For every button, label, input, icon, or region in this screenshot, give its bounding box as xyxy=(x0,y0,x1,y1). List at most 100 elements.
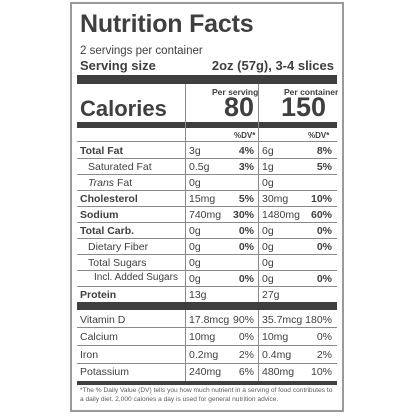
thick-divider-bottom xyxy=(77,302,337,310)
serving-percent: 6% xyxy=(238,366,254,378)
serving-percent: 0% xyxy=(238,225,254,237)
row-rule xyxy=(77,206,337,207)
serving-percent: 2% xyxy=(238,349,254,361)
container-percent: 0% xyxy=(316,331,332,343)
container-amount: 1480mg xyxy=(262,209,300,221)
row-label: Total Sugars xyxy=(88,257,147,269)
row-label: Calcium xyxy=(80,331,118,343)
container-amount: 30mg xyxy=(262,193,289,205)
label-title: Nutrition Facts xyxy=(80,10,254,38)
serving-percent: 90% xyxy=(232,314,254,326)
container-amount: 0g xyxy=(262,177,274,189)
row-label: Sodium xyxy=(80,209,119,221)
dv-header-container: %DV* xyxy=(308,131,330,140)
container-percent: 10% xyxy=(310,193,332,205)
container-percent: 60% xyxy=(310,209,332,221)
calories-label: Calories xyxy=(80,96,167,121)
serving-amount: 15mg xyxy=(189,193,216,205)
container-amount: 10mg xyxy=(262,331,289,343)
row-label: Potassium xyxy=(80,366,130,378)
per-serving-label: Per serving xyxy=(212,87,259,97)
container-amount: 1g xyxy=(262,161,274,173)
serving-amount: 0g xyxy=(189,177,201,189)
serving-amount: 17.8mcg xyxy=(189,314,230,326)
row-rule xyxy=(77,254,337,255)
container-amount: 27g xyxy=(262,289,280,301)
row-rule xyxy=(77,238,337,239)
container-percent: 0% xyxy=(316,241,332,253)
container-percent: 180% xyxy=(305,314,332,326)
serving-percent: 3% xyxy=(238,161,254,173)
footnote-divider xyxy=(77,381,337,385)
column-divider-3 xyxy=(185,310,186,382)
thick-divider-top xyxy=(77,75,337,84)
container-percent: 8% xyxy=(316,145,332,157)
row-label: Total Fat xyxy=(80,145,123,157)
container-amount: 35.7mcg xyxy=(262,314,303,326)
serving-percent: 0% xyxy=(238,273,254,285)
container-amount: 0g xyxy=(262,225,274,237)
container-amount: 0g xyxy=(262,241,274,253)
container-percent: 0% xyxy=(316,225,332,237)
serving-amount: 740mg xyxy=(189,209,222,221)
medium-divider xyxy=(77,122,337,128)
row-rule xyxy=(77,363,337,364)
row-rule xyxy=(77,141,337,142)
serving-amount: 0.2mg xyxy=(189,349,219,361)
daily-value-footnote: *The % Daily Value (DV) tells you how mu… xyxy=(80,387,333,403)
container-amount: 0g xyxy=(262,273,274,285)
serving-size-value: 2oz (57g), 3-4 slices xyxy=(211,58,334,73)
serving-amount: 0.5g xyxy=(189,161,210,173)
serving-amount: 240mg xyxy=(189,366,222,378)
servings-per-container: 2 servings per container xyxy=(80,45,203,57)
nutrition-facts-label: Nutrition Facts 2 servings per container… xyxy=(70,2,344,412)
serving-amount: 0g xyxy=(189,241,201,253)
row-label: Vitamin D xyxy=(80,314,126,326)
trans-word: Trans xyxy=(88,177,115,189)
calories-per-serving: 80 xyxy=(224,92,255,122)
row-rule xyxy=(77,286,337,287)
serving-percent: 5% xyxy=(238,193,254,205)
serving-percent: 0% xyxy=(238,241,254,253)
container-amount: 6g xyxy=(262,145,274,157)
serving-amount: 13g xyxy=(189,289,207,301)
serving-amount: 0g xyxy=(189,257,201,269)
row-rule xyxy=(77,174,337,175)
container-amount: 0.4mg xyxy=(262,349,292,361)
row-label: Iron xyxy=(80,349,99,361)
column-divider-1 xyxy=(185,84,186,302)
serving-percent: 4% xyxy=(238,145,254,157)
serving-size-label: Serving size xyxy=(80,58,156,73)
container-percent: 5% xyxy=(316,161,332,173)
dv-header-serving: %DV* xyxy=(234,131,256,140)
row-label: Incl. Added Sugars xyxy=(94,272,178,283)
row-rule xyxy=(77,327,337,328)
calories-per-container: 150 xyxy=(281,92,327,122)
per-container-label: Per container xyxy=(284,87,339,97)
container-percent: 10% xyxy=(310,366,332,378)
row-rule xyxy=(77,158,337,159)
serving-amount: 0g xyxy=(189,225,201,237)
serving-amount: 3g xyxy=(189,145,201,157)
row-label: Cholesterol xyxy=(80,193,138,205)
serving-percent: 0% xyxy=(238,331,254,343)
row-rule xyxy=(77,270,337,271)
serving-amount: 10mg xyxy=(189,331,216,343)
row-label: Trans Fat xyxy=(88,177,132,189)
column-divider-4 xyxy=(258,310,259,382)
serving-percent: 30% xyxy=(232,209,254,221)
row-rule xyxy=(77,345,337,346)
serving-amount: 0g xyxy=(189,273,201,285)
column-divider-2 xyxy=(258,84,259,302)
container-amount: 480mg xyxy=(262,366,295,378)
row-rule xyxy=(77,190,337,191)
fat-word: Fat xyxy=(114,177,133,189)
row-label: Dietary Fiber xyxy=(88,241,149,253)
row-label: Saturated Fat xyxy=(88,161,152,173)
row-label: Total Carb. xyxy=(80,225,135,237)
row-rule xyxy=(77,222,337,223)
row-label: Protein xyxy=(80,289,117,301)
container-percent: 0% xyxy=(316,273,332,285)
container-percent: 2% xyxy=(316,349,332,361)
container-amount: 0g xyxy=(262,257,274,269)
